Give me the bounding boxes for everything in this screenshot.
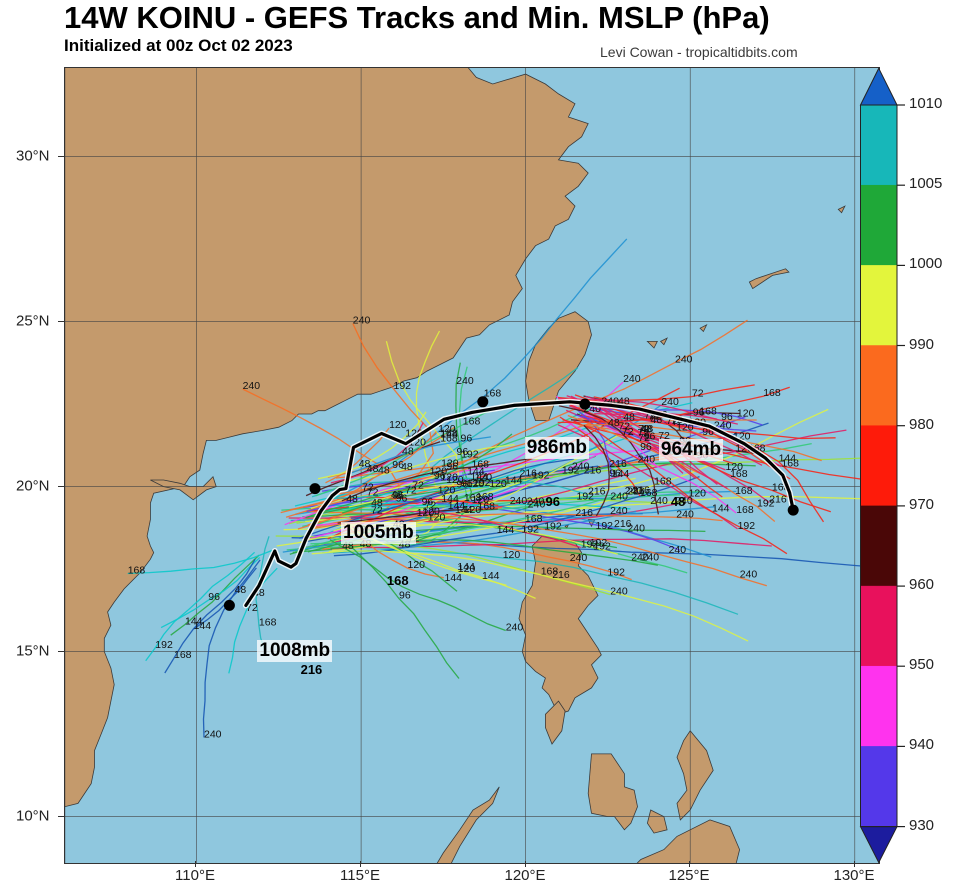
svg-text:240: 240 xyxy=(456,375,474,387)
svg-text:96: 96 xyxy=(609,467,621,479)
svg-text:240: 240 xyxy=(610,505,628,517)
svg-text:48: 48 xyxy=(391,489,403,501)
svg-text:240: 240 xyxy=(676,508,694,520)
svg-text:216: 216 xyxy=(575,507,593,519)
svg-text:240: 240 xyxy=(866,449,880,461)
svg-text:120: 120 xyxy=(428,511,446,523)
svg-text:192: 192 xyxy=(394,380,412,392)
svg-text:120: 120 xyxy=(689,488,707,500)
svg-text:96: 96 xyxy=(399,590,411,602)
svg-text:72: 72 xyxy=(367,487,379,499)
svg-text:240: 240 xyxy=(506,622,524,634)
svg-text:72: 72 xyxy=(638,427,650,439)
svg-text:192: 192 xyxy=(596,520,614,532)
svg-text:168: 168 xyxy=(174,649,192,661)
svg-text:192: 192 xyxy=(521,524,539,536)
svg-text:240: 240 xyxy=(669,544,687,556)
svg-text:144: 144 xyxy=(497,524,515,536)
svg-text:144: 144 xyxy=(712,503,730,515)
svg-text:192: 192 xyxy=(607,567,625,579)
svg-text:168: 168 xyxy=(472,459,490,471)
svg-text:240: 240 xyxy=(638,453,656,465)
svg-text:96: 96 xyxy=(461,432,473,444)
svg-text:168: 168 xyxy=(259,616,277,628)
svg-text:168: 168 xyxy=(640,487,658,499)
svg-text:120: 120 xyxy=(489,478,507,490)
svg-text:168: 168 xyxy=(699,406,717,418)
svg-text:240: 240 xyxy=(675,353,693,365)
svg-text:72: 72 xyxy=(692,388,704,400)
svg-text:48: 48 xyxy=(346,493,358,505)
svg-text:240: 240 xyxy=(631,552,649,564)
svg-text:96: 96 xyxy=(721,411,733,423)
svg-text:144: 144 xyxy=(482,570,500,582)
svg-text:168: 168 xyxy=(654,476,672,488)
svg-text:48: 48 xyxy=(359,458,371,470)
svg-text:192: 192 xyxy=(757,498,775,510)
svg-text:168: 168 xyxy=(735,485,753,497)
svg-text:240: 240 xyxy=(740,569,758,581)
svg-text:240: 240 xyxy=(510,495,528,507)
svg-text:48: 48 xyxy=(623,411,635,423)
svg-text:240: 240 xyxy=(570,552,588,564)
svg-text:120: 120 xyxy=(458,563,476,575)
svg-text:240: 240 xyxy=(243,380,261,392)
svg-text:120: 120 xyxy=(389,419,407,431)
svg-text:240: 240 xyxy=(353,315,371,327)
svg-text:192: 192 xyxy=(562,465,580,477)
svg-text:168: 168 xyxy=(736,504,754,516)
svg-text:240: 240 xyxy=(204,729,222,741)
svg-text:144: 144 xyxy=(779,453,797,465)
svg-text:48: 48 xyxy=(371,497,383,509)
svg-text:144: 144 xyxy=(505,475,523,487)
svg-text:168: 168 xyxy=(763,387,781,399)
svg-text:240: 240 xyxy=(610,586,628,598)
svg-text:192: 192 xyxy=(590,537,608,549)
svg-text:168: 168 xyxy=(463,416,481,428)
svg-text:120: 120 xyxy=(726,461,744,473)
svg-text:168: 168 xyxy=(541,566,559,578)
svg-text:240: 240 xyxy=(627,523,645,535)
svg-text:48: 48 xyxy=(402,446,414,458)
svg-text:48: 48 xyxy=(378,464,390,476)
svg-text:96: 96 xyxy=(457,446,469,458)
svg-text:216: 216 xyxy=(588,486,606,498)
svg-text:96: 96 xyxy=(434,470,446,482)
svg-text:192: 192 xyxy=(544,520,562,532)
svg-text:144: 144 xyxy=(185,616,203,628)
svg-text:96: 96 xyxy=(446,461,458,473)
svg-text:120: 120 xyxy=(472,494,490,506)
svg-text:96: 96 xyxy=(208,591,220,603)
svg-text:72: 72 xyxy=(405,484,417,496)
svg-text:48: 48 xyxy=(235,584,247,596)
svg-text:240: 240 xyxy=(661,396,679,408)
svg-text:168: 168 xyxy=(440,433,458,445)
svg-text:120: 120 xyxy=(737,408,755,420)
svg-text:120: 120 xyxy=(438,484,456,496)
svg-text:96: 96 xyxy=(392,459,404,471)
svg-text:240: 240 xyxy=(623,373,641,385)
svg-text:72: 72 xyxy=(425,500,437,512)
svg-text:96: 96 xyxy=(457,479,469,491)
svg-text:120: 120 xyxy=(408,559,426,571)
svg-text:192: 192 xyxy=(738,520,756,532)
svg-text:144: 144 xyxy=(455,504,473,516)
svg-text:120: 120 xyxy=(503,549,521,561)
svg-text:168: 168 xyxy=(128,565,146,577)
svg-text:192: 192 xyxy=(155,639,173,651)
svg-text:240: 240 xyxy=(527,495,545,507)
